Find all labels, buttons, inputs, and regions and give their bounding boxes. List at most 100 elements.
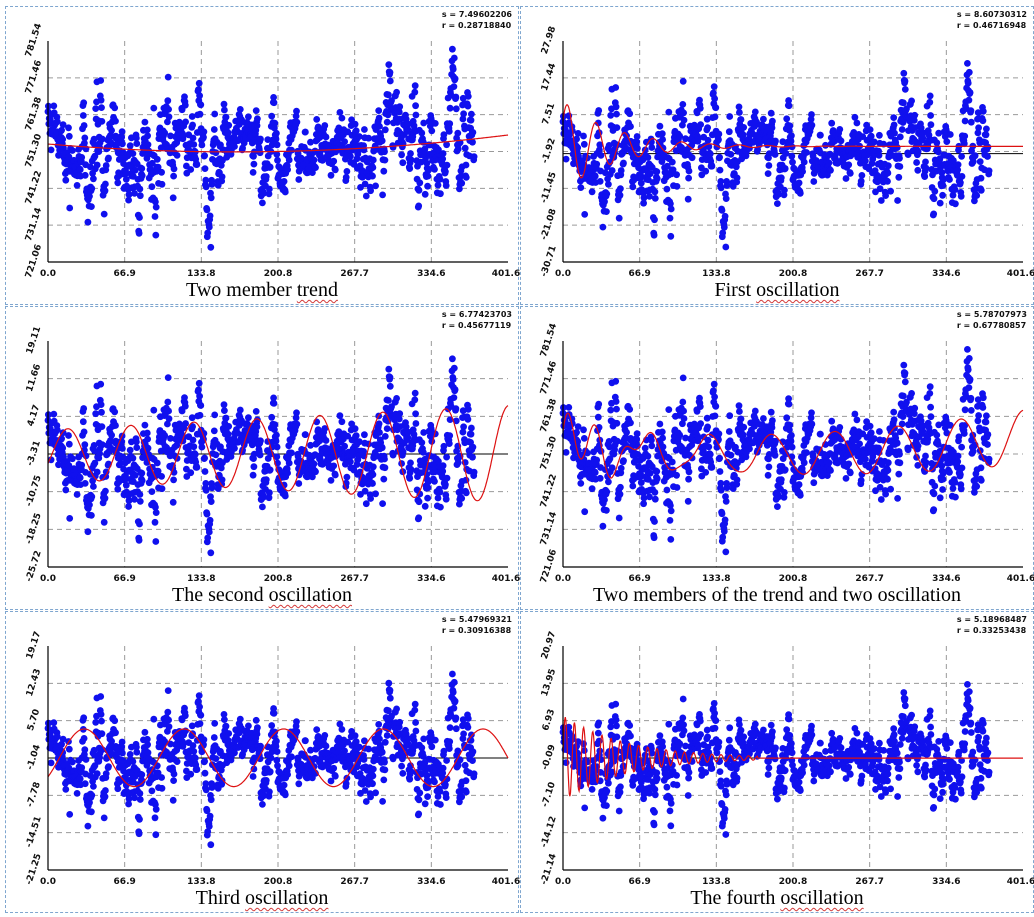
scatter-point [450,54,458,62]
scatter-point [288,449,295,457]
scatter-point [663,185,671,193]
scatter-point [933,139,941,147]
scatter-point [646,493,653,501]
scatter-point [369,463,377,471]
scatter-point [80,405,88,412]
scatter-point [740,124,748,131]
scatter-point [946,131,954,138]
scatter-point [119,749,126,757]
scatter-point [765,162,773,169]
scatter-point [292,112,300,120]
scatter-point [202,480,210,487]
scatter-point [125,191,133,199]
scatter-point [189,742,197,749]
x-tick-label: 267.7 [340,269,368,279]
scatter-point [982,418,990,426]
scatter-point [468,110,475,118]
scatter-point [284,469,291,477]
scatter-point [170,777,178,784]
scatter-point [129,758,137,765]
scatter-point [148,159,156,167]
scatter-point [369,156,377,164]
scatter-point [252,107,260,114]
scatter-point [884,459,892,467]
scatter-point [626,110,634,118]
scatter-point [193,161,201,169]
scatter-point [666,517,674,524]
scatter-point [220,401,228,409]
scatter-point [435,457,442,465]
scatter-point [927,121,935,129]
scatter-point [954,452,962,460]
scatter-point [911,404,919,412]
scatter-point [351,120,359,128]
scatter-point [620,457,627,465]
x-tick-label: 0.0 [40,574,56,584]
scatter-point [59,735,67,743]
scatter-point [270,400,278,407]
scatter-point [295,480,303,487]
scatter-point [977,174,985,182]
scatter-point [133,748,141,756]
scatter-point [270,94,277,101]
y-tick-label: 751.30 [24,133,44,169]
scatter-point [76,474,84,482]
fitted-curve [562,103,1023,179]
scatter-point [129,454,137,462]
scatter-point [740,423,748,431]
scatter-point [91,459,99,467]
scatter-point [596,146,603,154]
scatter-point [436,488,444,496]
scatter-point [361,126,368,133]
scatter-point [78,154,86,161]
scatter-point [605,438,613,445]
scatter-point [302,431,309,438]
scatter-point [904,446,912,454]
scatter-point [599,522,607,530]
scatter-point [967,407,975,414]
scatter-point [62,786,70,793]
scatter-point [352,432,360,439]
scatter-point [680,109,687,117]
scatter-point [197,402,205,409]
scatter-point [890,408,898,416]
scatter-point [719,229,727,237]
scatter-point [47,146,55,154]
scatter-point [164,687,172,694]
scatter-point [900,69,908,77]
scatter-point [715,130,723,138]
scatter-point [138,469,146,477]
scatter-point [443,453,450,461]
scatter-point [725,428,733,435]
scatter-point [379,500,386,507]
scatter-point [254,416,261,424]
scatter-point [97,693,105,700]
scatter-point [118,738,126,746]
scatter-point [961,117,969,125]
scatter-point [464,405,472,413]
scatter-point [697,420,704,428]
scatter-point [402,423,410,431]
scatter-point [195,379,203,387]
scatter-point [927,413,935,421]
scatter-point [69,147,76,154]
scatter-point [659,443,667,451]
scatter-point [452,417,460,425]
scatter-point [195,698,202,705]
scatter-point [393,88,400,96]
scatter-point [73,491,81,498]
scatter-point [164,73,172,81]
scatter-point [270,394,277,402]
scatter-point [100,518,108,526]
scatter-point [939,191,946,199]
scatter-point [608,464,616,472]
scatter-point [591,172,599,180]
scatter-point [696,394,703,402]
scatter-point [452,105,460,113]
scatter-point [594,413,602,421]
scatter-point [876,131,883,139]
scatter-point [785,400,793,408]
scatter-point [91,152,99,160]
scatter-point [86,799,93,806]
